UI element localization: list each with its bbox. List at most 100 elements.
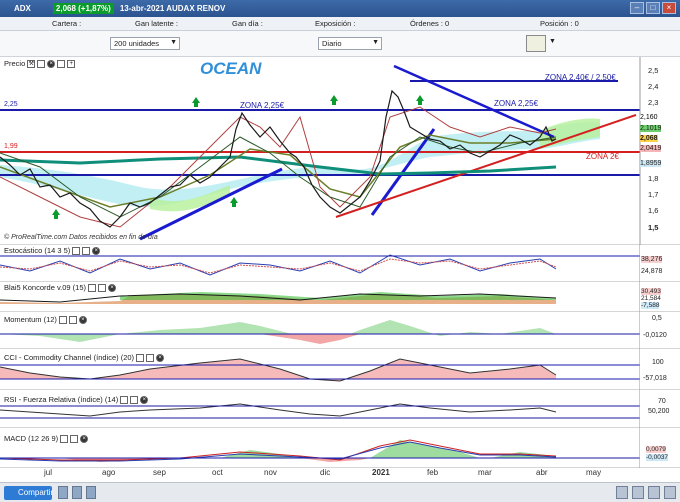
window-icon[interactable] <box>37 59 46 68</box>
close-icon[interactable]: × <box>156 353 165 362</box>
ordenes-label: Órdenes : 0 <box>410 19 450 28</box>
y-tick: 1,8 <box>648 174 659 183</box>
account-info-bar: Cartera : Gan latente : Gan día : Exposi… <box>0 17 680 31</box>
chart-tools-icon[interactable] <box>526 35 546 52</box>
window-icon[interactable] <box>82 246 91 255</box>
close-icon[interactable]: × <box>80 434 89 443</box>
window-icon[interactable] <box>68 315 77 324</box>
wrench-icon[interactable]: ⚒ <box>27 59 36 68</box>
settings-icon[interactable] <box>648 486 660 499</box>
zona-225-right-label: ZONA 2,25€ <box>494 99 539 108</box>
rsi-value-2: 50,200 <box>648 408 670 415</box>
rsi-header: RSI - Fuerza Relativa (índice) (14) × <box>4 395 149 404</box>
x-tick: abr <box>536 468 548 477</box>
chevron-down-icon: ▼ <box>170 39 177 46</box>
zoom-in-icon[interactable] <box>616 486 628 499</box>
units-value: 200 unidades <box>114 39 160 48</box>
koncorde-chart <box>0 282 640 312</box>
window-icon[interactable] <box>130 395 139 404</box>
macd-chart <box>0 428 640 468</box>
macd-value-1: 0,0079 <box>646 446 666 453</box>
gan-dia-label: Gan día : <box>232 19 263 28</box>
window-icon[interactable] <box>70 434 79 443</box>
wrench-icon[interactable] <box>58 315 67 324</box>
control-bar: 200 unidades ▼ Diario ▼ ▼ <box>0 31 680 57</box>
posicion-label: Posición : 0 <box>540 19 579 28</box>
cci-title: CCI - Commodity Channel (índice) (20) <box>4 353 135 362</box>
level-225-label: 2,25 <box>4 101 18 108</box>
status-tools <box>58 486 96 499</box>
macd-panel: MACD (12 26 9) × 0,0079 -0,0037 <box>0 428 680 468</box>
period-select[interactable]: Diario ▼ <box>318 37 382 50</box>
momentum-panel: Momentum (12) × 0,5 -0,0120 <box>0 312 680 349</box>
wrench-icon[interactable] <box>72 246 81 255</box>
add-icon[interactable]: + <box>67 59 76 68</box>
zoom-out-icon[interactable] <box>632 486 644 499</box>
share-button[interactable]: Compartir <box>4 486 54 500</box>
y-tick: 1,7 <box>648 190 659 199</box>
gan-latente-label: Gan latente : <box>135 19 178 28</box>
rsi-title: RSI - Fuerza Relativa (índice) (14) <box>4 395 119 404</box>
price-panel-header: Precio ⚒ × + <box>4 59 76 68</box>
level-199-label: 1,99 <box>4 143 18 150</box>
units-select[interactable]: 200 unidades ▼ <box>110 37 180 50</box>
rsi-chart <box>0 390 640 428</box>
stochastic-value-1: 38,276 <box>641 256 663 263</box>
tool-icon[interactable] <box>72 486 82 499</box>
tool-icon[interactable] <box>86 486 96 499</box>
status-right-tools <box>616 486 676 499</box>
price-panel-title: Precio <box>4 59 26 68</box>
chevron-down-icon[interactable]: ▼ <box>549 38 556 45</box>
y-value-20419: 2,0419 <box>640 145 662 152</box>
cartera-label: Cartera : <box>52 19 82 28</box>
y-tick: 2,5 <box>648 66 659 75</box>
minimize-icon[interactable]: – <box>630 2 644 14</box>
x-tick: feb <box>427 468 439 477</box>
zona-2-label: ZONA 2€ <box>586 152 619 161</box>
y-tick: 2,3 <box>648 98 659 107</box>
print-icon[interactable] <box>664 486 676 499</box>
tool-icon[interactable] <box>58 486 68 499</box>
window-icon[interactable] <box>146 353 155 362</box>
y-tick: 1,5 <box>648 223 659 232</box>
y-value-current: 2,068 <box>640 135 658 142</box>
close-icon[interactable]: × <box>47 59 56 68</box>
rsi-value-1: 70 <box>658 398 666 405</box>
wrench-icon[interactable] <box>136 353 145 362</box>
wrench-icon[interactable] <box>60 434 69 443</box>
close-icon[interactable]: × <box>78 315 87 324</box>
wrench-icon[interactable] <box>120 395 129 404</box>
momentum-value-2: -0,0120 <box>643 332 667 339</box>
x-tick: mar <box>478 468 492 477</box>
ocean-label: OCEAN <box>200 59 262 78</box>
momentum-chart <box>0 312 640 349</box>
window-icon[interactable] <box>98 283 106 292</box>
macd-title: MACD (12 26 9) <box>4 434 59 443</box>
koncorde-title: Blai5 Koncorde v.09 (15) <box>4 283 86 292</box>
x-tick: jul <box>44 468 53 477</box>
expand-icon[interactable] <box>57 59 66 68</box>
share-label: Compartir <box>18 488 54 497</box>
wrench-icon[interactable] <box>88 283 96 292</box>
stochastic-value-2: 24,878 <box>641 268 663 275</box>
status-bar: Compartir <box>0 482 680 502</box>
cci-value-1: 100 <box>652 359 664 366</box>
maximize-icon[interactable]: □ <box>646 2 660 14</box>
close-icon[interactable]: × <box>140 395 149 404</box>
price-chart[interactable] <box>0 57 680 245</box>
stochastic-title: Estocástico (14 3 5) <box>4 246 71 255</box>
close-icon[interactable]: × <box>92 246 101 255</box>
date-name-label: 13-abr-2021 AUDAX RENOV <box>119 4 226 13</box>
cci-header: CCI - Commodity Channel (índice) (20) × <box>4 353 165 362</box>
close-icon[interactable]: × <box>108 283 116 292</box>
x-tick: ago <box>102 468 116 477</box>
price-panel: Precio ⚒ × + OCEAN Z <box>0 57 680 245</box>
price-change-badge: 2,068 (+1,87%) <box>52 3 114 14</box>
momentum-title: Momentum (12) <box>4 315 57 324</box>
y-value-18959: 1,8959 <box>640 160 662 167</box>
macd-header: MACD (12 26 9) × <box>4 434 89 443</box>
close-icon[interactable]: × <box>662 2 676 14</box>
x-tick: 2021 <box>372 468 390 477</box>
koncorde-header: Blai5 Koncorde v.09 (15) × <box>4 283 116 292</box>
x-tick: oct <box>212 468 223 477</box>
